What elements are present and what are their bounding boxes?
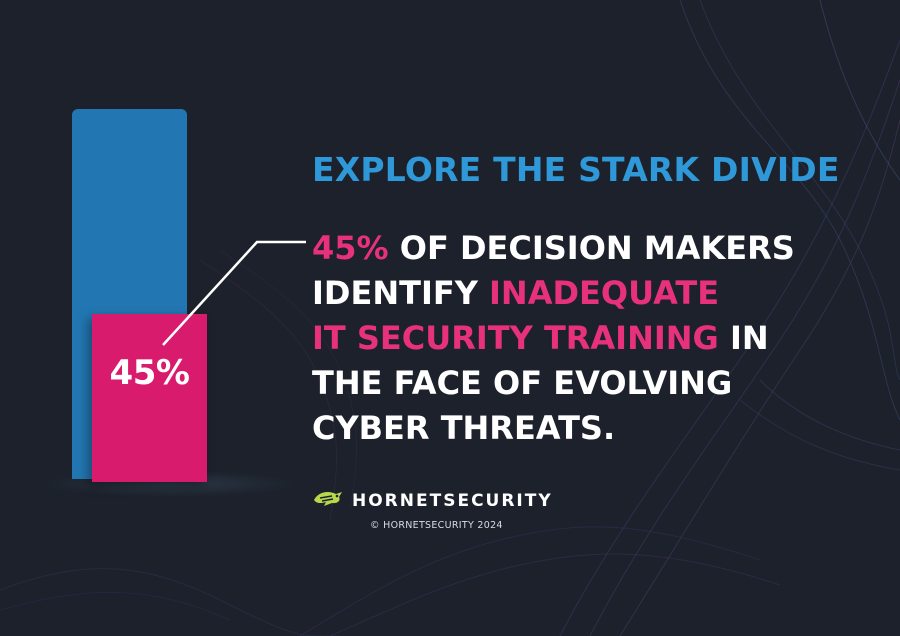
chart-value-bar [92, 314, 207, 482]
brand-logo: HORNETSECURITY [312, 488, 553, 514]
brand-name: HORNETSECURITY [352, 491, 553, 511]
copyright-text: © HORNETSECURITY 2024 [370, 520, 503, 531]
statement-line-4: THE FACE OF EVOLVING [312, 364, 733, 402]
statement-line-1: 45% OF DECISION MAKERS [312, 229, 795, 267]
highlight-training: IT SECURITY TRAINING [312, 319, 719, 357]
statement-text: 45% OF DECISION MAKERS IDENTIFY INADEQUA… [312, 226, 872, 451]
headline: EXPLORE THE STARK DIVIDE [312, 150, 840, 189]
highlight-percent: 45% [312, 229, 389, 267]
statement-line-2: IDENTIFY INADEQUATE [312, 274, 720, 312]
statement-line-3: IT SECURITY TRAINING IN [312, 319, 769, 357]
hornet-icon [312, 488, 344, 514]
chart-value-label: 45% [109, 353, 190, 393]
statement-line-5: CYBER THREATS. [312, 409, 616, 447]
highlight-inadequate: INADEQUATE [489, 274, 720, 312]
